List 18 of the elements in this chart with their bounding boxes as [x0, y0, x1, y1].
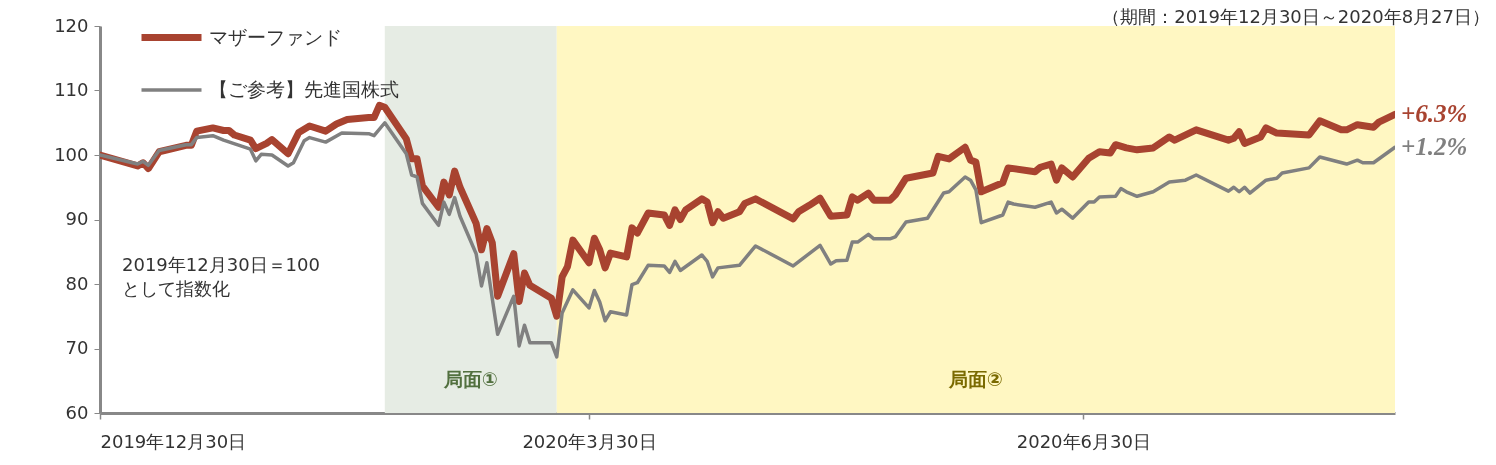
y-tick-label: 70 — [65, 337, 89, 358]
x-tick-label: 2019年12月30日 — [100, 430, 247, 452]
annotation: （期間：2019年12月30日～2020年8月27日） — [1102, 6, 1490, 27]
y-tick-label: 110 — [54, 79, 89, 100]
y-tick-label: 60 — [65, 401, 89, 423]
legend-label: 【ご参考】先進国株式 — [209, 78, 399, 100]
y-tick-label: 120 — [54, 14, 89, 36]
band-label: 局面① — [442, 368, 498, 390]
y-tick-label: 80 — [65, 272, 89, 294]
y-tick-label: 90 — [65, 208, 89, 229]
x-tick-label: 2020年3月30日 — [522, 430, 657, 452]
annotation: +6.3% — [1401, 100, 1468, 128]
annotation: 2019年12月30日＝100 として指数化 — [122, 253, 320, 299]
y-tick-label: 100 — [54, 143, 89, 165]
band-label: 局面② — [947, 368, 1003, 390]
x-tick-label: 2020年6月30日 — [1016, 430, 1151, 452]
annotation: +1.2% — [1401, 133, 1468, 161]
legend-label: マザーファンド — [209, 25, 342, 48]
